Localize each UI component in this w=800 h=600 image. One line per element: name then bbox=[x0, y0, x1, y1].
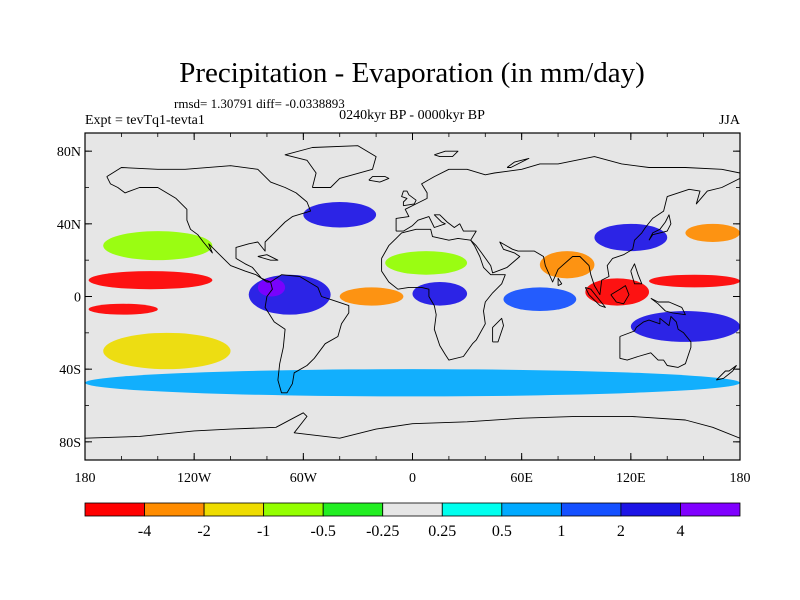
colorbar-label: 2 bbox=[617, 523, 625, 540]
field-patch bbox=[503, 287, 577, 312]
coastline-sri-lanka bbox=[557, 277, 563, 287]
colorbar-swatch bbox=[620, 502, 681, 517]
season-label: JJA bbox=[719, 113, 741, 128]
field-patch bbox=[539, 251, 595, 279]
colorbar-label: 0.5 bbox=[492, 523, 512, 540]
lon-tick-label: 120E bbox=[616, 471, 646, 486]
field-patch bbox=[412, 281, 468, 306]
colorbar-label: 1 bbox=[557, 523, 565, 540]
coastline-novaya-zemlya bbox=[506, 157, 530, 168]
colorbar-label: 0.25 bbox=[428, 523, 456, 540]
field-patch bbox=[594, 223, 668, 252]
colorbar-label: -4 bbox=[138, 523, 151, 540]
colorbar-swatch bbox=[560, 502, 622, 517]
field-patch bbox=[585, 278, 650, 306]
colorbar-swatch bbox=[680, 502, 741, 517]
field-patch bbox=[385, 251, 468, 275]
coastline-svalbard bbox=[434, 150, 459, 158]
coastline-eurasia bbox=[395, 156, 740, 296]
coastline-north-america bbox=[106, 165, 312, 283]
lat-tick-label: 80S bbox=[59, 436, 81, 451]
coastline-africa bbox=[381, 228, 506, 361]
colorbar-swatch bbox=[203, 502, 265, 517]
field-patch bbox=[339, 287, 404, 306]
lon-tick-label: 60W bbox=[290, 471, 318, 486]
coastline-philippines bbox=[630, 263, 643, 285]
lat-tick-label: 40N bbox=[57, 218, 81, 233]
field-patch bbox=[88, 303, 158, 315]
colorbar-swatch bbox=[84, 502, 145, 517]
coastline-sumatra bbox=[584, 286, 606, 308]
lon-tick-label: 60E bbox=[510, 471, 533, 486]
pe-field bbox=[85, 202, 740, 397]
field-patch bbox=[248, 274, 331, 315]
field-patch bbox=[88, 271, 213, 290]
longitude-axis: 180 120W 60W 0 60E 120E 180 bbox=[75, 133, 751, 486]
coastline-britain bbox=[401, 190, 417, 207]
coastline-new-zealand bbox=[715, 365, 737, 381]
colorbar-swatch bbox=[382, 502, 443, 517]
plot-title: Precipitation - Evaporation (in mm/day) bbox=[179, 57, 645, 89]
colorbar-label: -0.25 bbox=[366, 523, 399, 540]
coastline-japan bbox=[648, 214, 672, 241]
coastline-borneo bbox=[610, 285, 630, 305]
lon-tick-label: 180 bbox=[75, 471, 96, 486]
colorbar-label: -0.5 bbox=[311, 523, 336, 540]
colorbar-swatch bbox=[322, 502, 384, 517]
colorbar-swatch bbox=[501, 502, 562, 517]
stats-label: rmsd= 1.30791 diff= -0.0338893 bbox=[174, 96, 345, 111]
colorbar-label: 4 bbox=[676, 523, 684, 540]
lat-tick-label: 0 bbox=[74, 291, 81, 306]
colorbar-label: -2 bbox=[197, 523, 210, 540]
colorbar-label: -1 bbox=[257, 523, 270, 540]
lon-tick-label: 120W bbox=[177, 471, 212, 486]
coastlines bbox=[85, 145, 740, 439]
field-patch bbox=[649, 274, 740, 288]
colorbar: -4 -2 -1 -0.5 -0.25 0.25 0.5 1 2 4 bbox=[84, 502, 741, 540]
latitude-axis: 80N 40N 0 40S 80S bbox=[57, 145, 740, 451]
coastline-antarctica bbox=[85, 412, 740, 439]
field-patch bbox=[303, 202, 377, 228]
field-patch bbox=[103, 332, 231, 370]
coastline-iceland bbox=[368, 176, 390, 183]
field-patch bbox=[103, 231, 213, 261]
coastline-greenland bbox=[284, 145, 377, 188]
lat-tick-label: 40S bbox=[59, 363, 81, 378]
field-patch bbox=[85, 369, 740, 397]
colorbar-swatch bbox=[263, 502, 324, 517]
map-panel: 180 120W 60W 0 60E 120E 180 80N 40N 0 40S 80S bbox=[57, 132, 751, 486]
colorbar-swatch bbox=[441, 502, 503, 517]
coastline-cuba bbox=[257, 254, 279, 261]
lon-tick-label: 180 bbox=[730, 471, 751, 486]
field-patch bbox=[685, 223, 740, 243]
coastline-madagascar bbox=[492, 317, 504, 343]
field-patch bbox=[630, 311, 740, 342]
lon-tick-label: 0 bbox=[409, 471, 416, 486]
period-label: 0240kyr BP - 0000kyr BP bbox=[339, 108, 485, 123]
experiment-label: Expt = tevTq1-tevta1 bbox=[85, 113, 205, 128]
colorbar-swatch bbox=[144, 502, 205, 517]
coastline-australia bbox=[619, 316, 692, 368]
coastline-south-america bbox=[264, 274, 350, 394]
coastline-new-guinea bbox=[650, 297, 686, 316]
lat-tick-label: 80N bbox=[57, 145, 81, 160]
